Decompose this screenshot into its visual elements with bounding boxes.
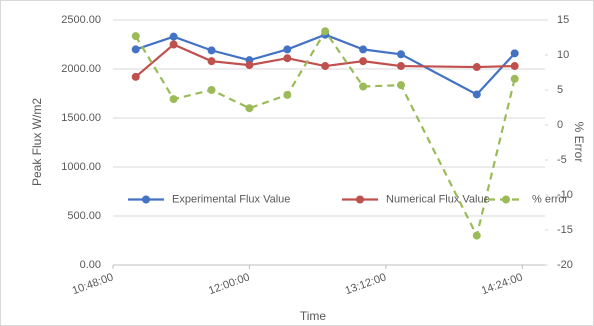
data-point (359, 57, 368, 66)
y2-tick-label: -10 (557, 189, 573, 201)
legend-label: % error (532, 193, 568, 205)
legend-label: Experimental Flux Value (172, 193, 290, 205)
legend-marker (356, 195, 364, 204)
data-point (283, 90, 292, 99)
data-point (397, 50, 405, 59)
data-point (321, 62, 330, 71)
y2-tick-label: 10 (557, 49, 569, 61)
y-tick-label: 2000.00 (61, 63, 101, 75)
y2-axis-title: % Error (572, 122, 586, 163)
series-line (134, 29, 516, 239)
data-point (510, 62, 519, 71)
y-axis-title: Peak Flux W/m2 (30, 98, 44, 186)
y2-tick-label: 5 (557, 84, 563, 96)
data-point (169, 95, 178, 104)
series-line (135, 33, 516, 96)
data-point (245, 61, 254, 70)
y-tick-label: 1000.00 (61, 161, 101, 173)
data-point (207, 57, 216, 66)
legend-marker (502, 195, 510, 204)
y2-tick-label: 15 (557, 14, 569, 26)
data-point (169, 40, 178, 49)
data-point (321, 27, 330, 36)
y2-tick-label: -5 (557, 154, 567, 166)
data-point (131, 32, 140, 41)
data-point (283, 54, 292, 63)
y2-tick-label: -15 (557, 224, 573, 236)
data-point (207, 86, 216, 94)
legend-label: Numerical Flux Value (386, 193, 490, 205)
data-point (169, 32, 178, 41)
data-point (472, 63, 481, 72)
y2-tick-label: -20 (557, 259, 573, 271)
data-point (510, 49, 519, 58)
x-axis-title: Time (300, 309, 327, 323)
data-point (207, 46, 216, 55)
y-tick-label: 2500.00 (61, 14, 101, 26)
data-point (131, 45, 140, 54)
data-point (359, 45, 368, 54)
data-point (245, 104, 254, 113)
legend-marker (142, 195, 150, 204)
data-point (472, 90, 481, 99)
y-tick-label: 1500.00 (61, 112, 101, 124)
data-point (510, 74, 519, 83)
y2-tick-label: 0 (557, 119, 563, 131)
data-point (472, 231, 481, 240)
y-tick-label: 500.00 (67, 210, 101, 222)
data-point (283, 45, 292, 54)
data-point (131, 72, 140, 81)
data-point (397, 62, 405, 71)
data-point (397, 81, 405, 90)
data-point (359, 82, 368, 91)
y-tick-label: 0.00 (80, 259, 101, 271)
